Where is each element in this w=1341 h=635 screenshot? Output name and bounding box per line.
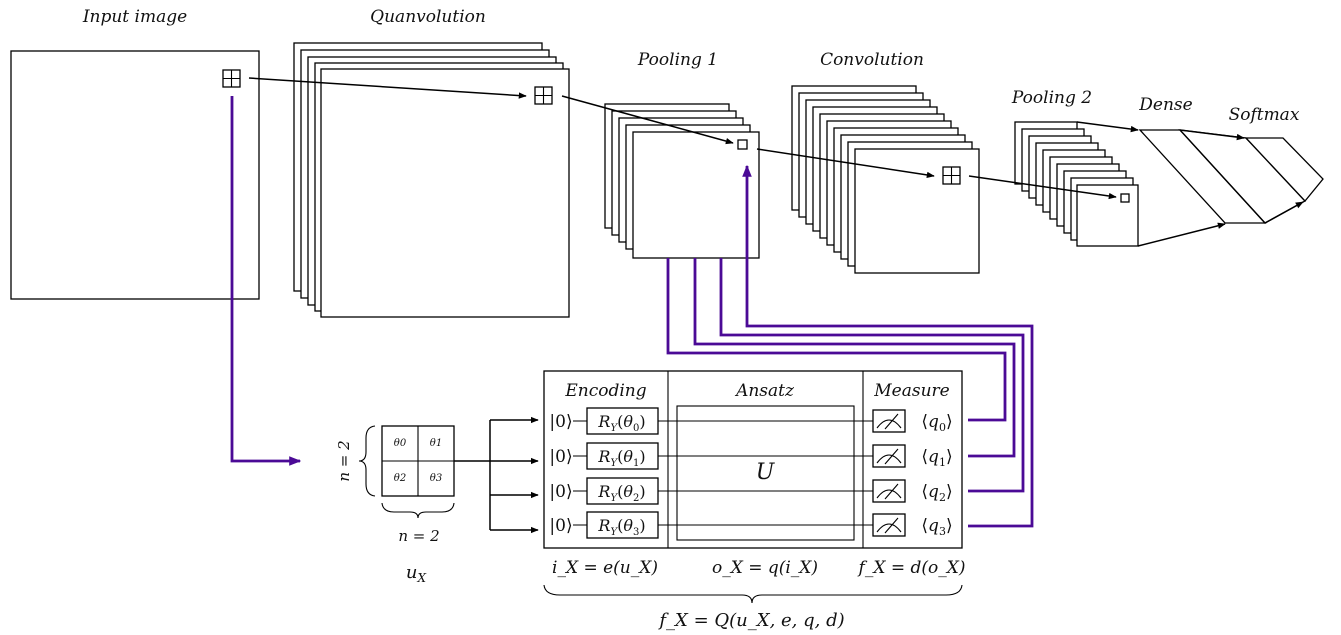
arrow-input-to-quanvolution [248, 77, 527, 99]
pooling2-feature-maps [1014, 121, 1139, 247]
patch-fanout-arrows [454, 416, 539, 534]
meter-icon [872, 409, 906, 433]
quanvolution-title: Quanvolution [370, 7, 486, 27]
pooling1-title: Pooling 1 [637, 50, 718, 70]
ansatz-unitary-box [676, 405, 855, 541]
input-image-map [10, 50, 260, 300]
readout-label: ⟨q2⟩ [921, 482, 952, 504]
measure-equation: f_X = d(o_X) [857, 558, 966, 578]
patch-height-label: n = 2 [335, 440, 353, 481]
arrow-pooling2-to-dense-top [1076, 121, 1139, 133]
ry-gate-label: RY(θ1) [597, 447, 645, 469]
purple-link-input-to-patch [230, 96, 302, 466]
ansatz-header: Ansatz [734, 381, 795, 401]
ry-gate [586, 477, 659, 505]
patch-height-brace [358, 425, 376, 497]
ansatz-equation: o_X = q(i_X) [712, 558, 818, 578]
total-function-brace [543, 584, 963, 604]
patch-cell-theta3: θ3 [430, 473, 442, 484]
ry-gate [586, 407, 659, 435]
qubit-row-1: |0⟩ RY(θ1) ⟨q1⟩ [549, 442, 953, 470]
meter-needle [876, 413, 902, 430]
qubit-ket: |0⟩ [549, 412, 572, 432]
purple-measurement-feedback [666, 164, 1034, 528]
ry-gate-label: RY(θ2) [597, 482, 645, 504]
meter-icon [872, 479, 906, 503]
convolution-title: Convolution [820, 50, 924, 70]
readout-label: ⟨q0⟩ [921, 412, 952, 434]
qubit-ket: |0⟩ [549, 447, 572, 467]
patch-cell-theta2: θ2 [394, 473, 406, 484]
patch-cell-theta1: θ1 [430, 438, 442, 449]
convolution-patch-marker [942, 166, 961, 185]
arrow-pooling2-to-dense-bottom [1137, 222, 1226, 247]
meter-needle [876, 483, 902, 500]
quanvolution-patch-marker [534, 86, 553, 105]
patch-grid [381, 425, 455, 497]
ry-gate [586, 511, 659, 539]
arrow-quanvolution-to-pooling1 [561, 95, 734, 145]
measure-header: Measure [873, 381, 949, 401]
patch-name-label: uX [406, 562, 427, 585]
ansatz-unitary-label: U [756, 460, 776, 485]
softmax-layer [1244, 137, 1324, 202]
meter-needle [876, 448, 902, 465]
total-function-equation: f_X = Q(u_X, e, q, d) [657, 610, 844, 631]
qubit-row-0: |0⟩ RY(θ0) ⟨q0⟩ [549, 407, 953, 435]
pooling1-cell-marker [737, 139, 748, 150]
pooling2-title: Pooling 2 [1011, 88, 1092, 108]
pooling2-cell-marker [1120, 193, 1130, 203]
arrow-pooling1-to-convolution [756, 148, 935, 179]
convolution-feature-maps [791, 85, 980, 274]
readout-label: ⟨q3⟩ [921, 516, 952, 538]
patch-width-brace [381, 502, 455, 519]
meter-needle [876, 517, 902, 534]
ry-gate-label: RY(θ3) [597, 516, 645, 538]
dense-title: Dense [1138, 95, 1192, 115]
readout-label: ⟨q1⟩ [921, 447, 952, 469]
pooling1-feature-maps [604, 103, 760, 259]
dense-layer [1138, 129, 1267, 224]
qubit-ket: |0⟩ [549, 516, 572, 536]
encoding-equation: i_X = e(u_X) [552, 558, 658, 578]
arrow-convolution-to-pooling2 [968, 175, 1117, 200]
ry-gate [586, 442, 659, 470]
input-image-title: Input image [82, 7, 187, 27]
softmax-title: Softmax [1229, 105, 1300, 125]
ry-gate-label: RY(θ0) [597, 412, 645, 434]
qubit-row-3: |0⟩ RY(θ3) ⟨q3⟩ [549, 511, 953, 539]
arrow-dense-to-softmax-top [1179, 129, 1245, 141]
meter-icon [872, 513, 906, 537]
arrow-dense-to-softmax-bottom [1264, 201, 1304, 224]
patch-cell-theta0: θ0 [394, 438, 407, 449]
meter-icon [872, 444, 906, 468]
patch-width-label: n = 2 [398, 527, 439, 545]
qubit-ket: |0⟩ [549, 482, 572, 502]
encoding-header: Encoding [564, 381, 646, 401]
input-patch-marker [222, 69, 241, 88]
qubit-row-2: |0⟩ RY(θ2) ⟨q2⟩ [549, 477, 953, 505]
